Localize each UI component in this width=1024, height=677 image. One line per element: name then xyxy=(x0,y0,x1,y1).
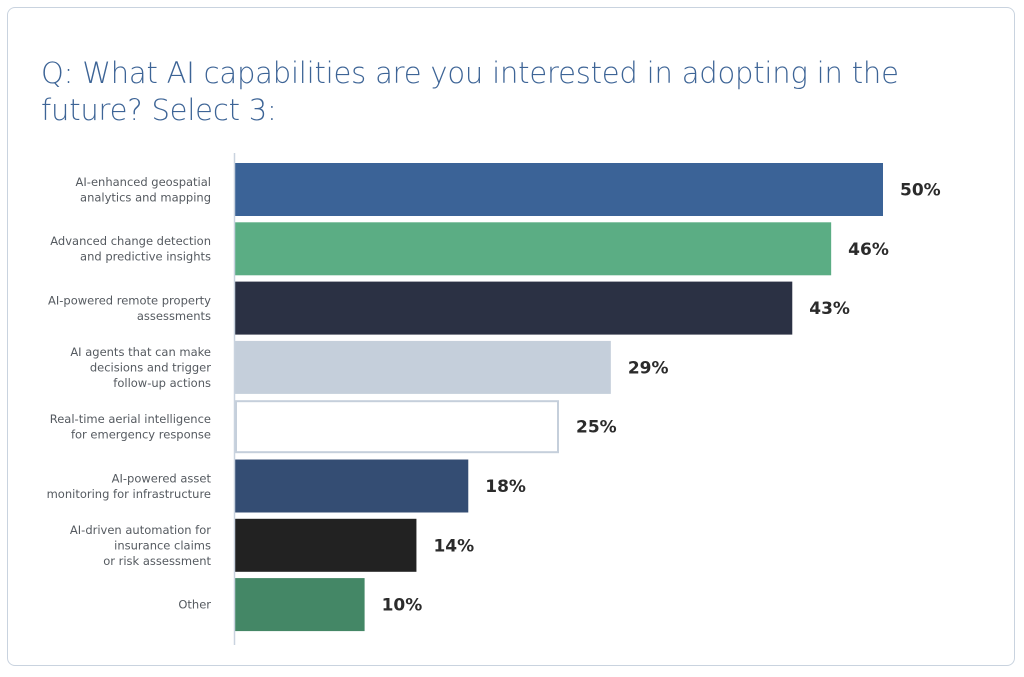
category-label: Real-time aerial intelligence for emergen… xyxy=(50,412,211,442)
category-labels-group: AI-enhanced geospatial analytics and mapp… xyxy=(47,175,212,612)
category-label: AI-driven automation for insurance claims… xyxy=(70,523,212,568)
value-label: 18% xyxy=(485,477,526,497)
bar-3 xyxy=(235,340,611,394)
bar-1 xyxy=(235,222,832,276)
category-label: AI agents that can make decisions and tri… xyxy=(70,345,211,390)
category-label: AI-powered remote property assessments xyxy=(48,293,211,323)
category-label-line: AI-powered remote property xyxy=(48,293,211,307)
category-label-line: Other xyxy=(178,598,211,612)
chart-title: Q: What AI capabilities are you interest… xyxy=(41,56,899,127)
value-label: 10% xyxy=(382,596,423,616)
category-label-line: AI-enhanced geospatial xyxy=(76,175,211,189)
category-label-line: follow-up actions xyxy=(113,376,211,390)
bar-2 xyxy=(235,281,793,335)
category-label: AI-enhanced geospatial analytics and mapp… xyxy=(76,175,211,205)
category-label-line: AI-driven automation for xyxy=(70,523,211,537)
category-label-line: Real-time aerial intelligence xyxy=(50,412,211,426)
category-label: Other xyxy=(178,598,211,612)
category-label-line: for emergency response xyxy=(71,427,211,441)
category-label-line: decisions and trigger xyxy=(90,360,211,374)
bar-5 xyxy=(235,459,469,513)
bar-0 xyxy=(235,163,883,216)
category-label-line: AI agents that can make xyxy=(70,345,211,359)
category-label: AI-powered asset monitoring for infrastru… xyxy=(47,471,212,501)
category-label-line: Advanced change detection xyxy=(50,234,211,248)
category-label-line: and predictive insights xyxy=(80,250,211,264)
bars-group xyxy=(235,163,883,632)
value-label: 14% xyxy=(433,536,474,556)
category-label: Advanced change detection and predictive … xyxy=(50,234,211,263)
value-label: 50% xyxy=(900,181,941,201)
category-label-line: analytics and mapping xyxy=(80,190,211,204)
category-label-line: AI-powered asset xyxy=(112,471,212,485)
bar-4 xyxy=(235,400,559,454)
bar-6 xyxy=(235,518,417,572)
value-label: 29% xyxy=(628,358,669,378)
value-labels-group: 50% 46% 43% 29% 25% 18% 14% 10% xyxy=(382,181,941,616)
category-label-line: or risk assessment xyxy=(103,554,211,568)
value-label: 46% xyxy=(848,240,889,260)
category-label-line: assessments xyxy=(137,309,211,323)
value-label: 43% xyxy=(809,299,850,319)
category-label-line: insurance claims xyxy=(114,538,211,552)
category-label-line: monitoring for infrastructure xyxy=(47,487,211,501)
bar-7 xyxy=(235,578,365,632)
value-label: 25% xyxy=(576,418,617,438)
chart-card xyxy=(7,7,1015,666)
